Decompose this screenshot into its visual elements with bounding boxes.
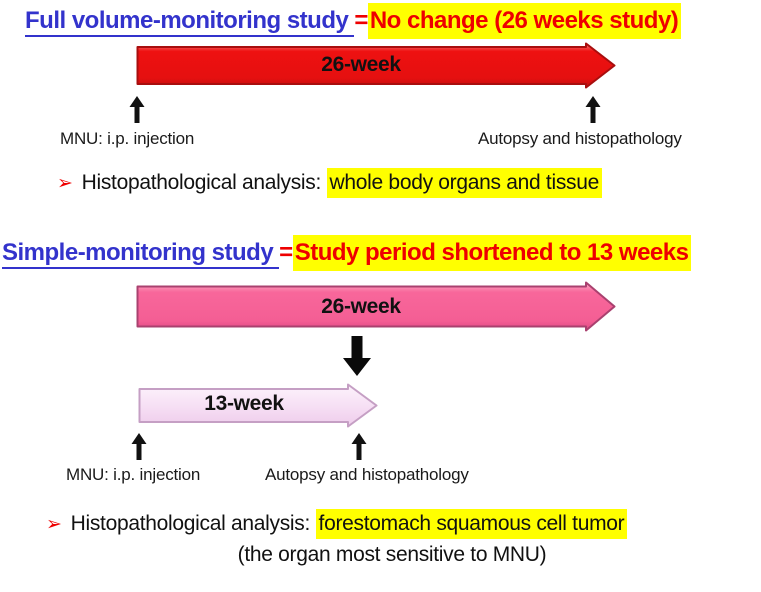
- section1-title-study-name: Full volume-monitoring study: [25, 7, 355, 37]
- bullet-text: Histopathological analysis:: [81, 171, 327, 194]
- right-arrow-shape-pink: [136, 281, 616, 332]
- marker-label-mnu-injection: MNU: i.p. injection: [60, 129, 195, 148]
- section1-title-equals: =: [354, 7, 368, 34]
- timeline-arrow-26week-pink: [136, 281, 616, 332]
- arrow-duration-label-26week: 26-week: [321, 53, 401, 76]
- arrow-duration-label-13week: 13-week: [204, 392, 284, 415]
- marker-label-autopsy: Autopsy and histopathology: [265, 465, 469, 484]
- section2-title-result-highlight: Study period shortened to 13 weeks: [292, 235, 692, 271]
- section1-title-result-highlight: No change (26 weeks study): [367, 3, 682, 39]
- bullet-arrow-icon: ➢: [57, 173, 73, 194]
- timeline-arrow-26week-red: [136, 42, 616, 89]
- up-arrow-icon: [351, 433, 367, 460]
- marker-label-mnu-injection: MNU: i.p. injection: [66, 465, 201, 484]
- section1-title: Full volume-monitoring study =No change (…: [25, 3, 682, 39]
- bullet-highlight: forestomach squamous cell tumor: [315, 509, 628, 539]
- up-arrow-icon: [129, 96, 145, 123]
- down-arrow-icon: [343, 336, 371, 376]
- finding-bullet-2: ➢ Histopathological analysis: forestomach…: [46, 509, 628, 539]
- up-arrow-icon: [585, 96, 601, 123]
- finding-bullet-1: ➢ Histopathological analysis: whole body …: [57, 168, 602, 198]
- section2-title: Simple-monitoring study =Study period sho…: [2, 235, 692, 271]
- section2-title-study-name: Simple-monitoring study: [2, 239, 280, 269]
- bullet-text: Histopathological analysis:: [70, 512, 316, 535]
- right-arrow-shape-light-pink: [138, 383, 378, 428]
- bullet-arrow-icon: ➢: [46, 514, 62, 535]
- right-arrow-shape-red: [136, 42, 616, 89]
- timeline-arrow-13week: [138, 383, 378, 428]
- bullet-subtext: (the organ most sensitive to MNU): [237, 543, 547, 566]
- bullet-highlight: whole body organs and tissue: [326, 168, 602, 198]
- section2-title-equals: =: [279, 239, 293, 266]
- arrow-duration-label-26week-pink: 26-week: [321, 295, 401, 318]
- up-arrow-icon: [131, 433, 147, 460]
- marker-label-autopsy: Autopsy and histopathology: [478, 129, 682, 148]
